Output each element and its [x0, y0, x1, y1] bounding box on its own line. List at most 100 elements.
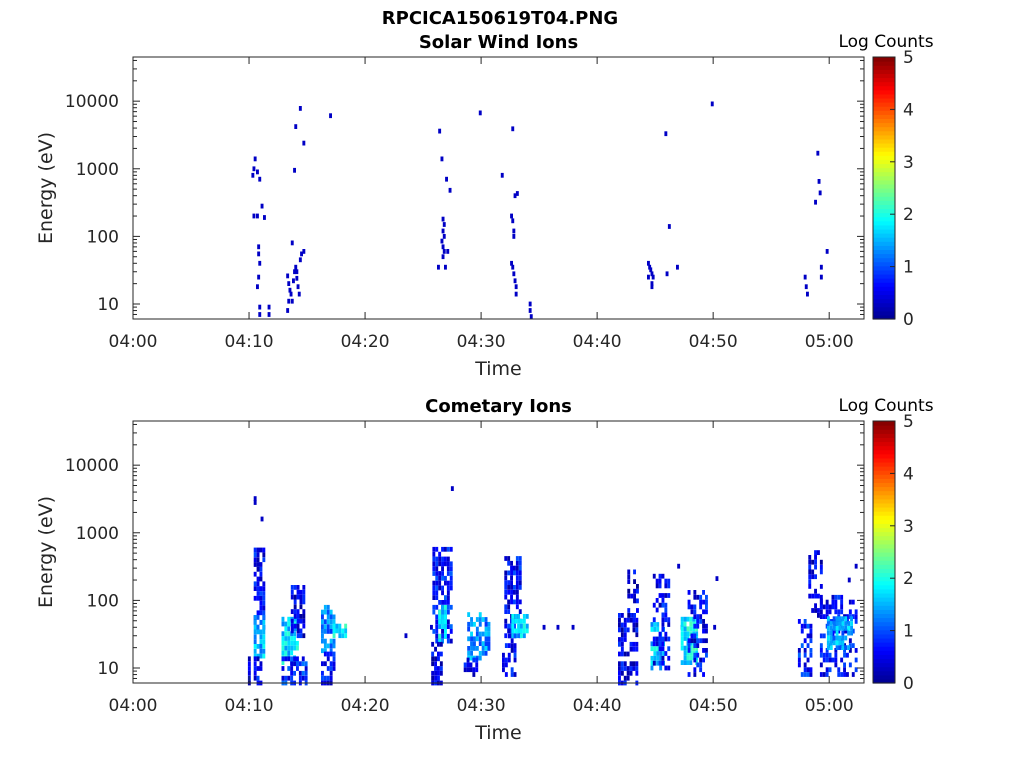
- x-tick-label: 04:30: [457, 696, 506, 716]
- heatmap-cell: [446, 585, 450, 591]
- heatmap-cell: [840, 599, 844, 605]
- heatmap-cell: [683, 660, 687, 665]
- heatmap-cell: [449, 629, 453, 634]
- heatmap-cell: [834, 648, 838, 653]
- heatmap-cell: [680, 621, 684, 627]
- heatmap-cell: [510, 667, 514, 673]
- heatmap-cell: [837, 667, 841, 673]
- heatmap-cell: [302, 609, 306, 614]
- colorbar-segment: [873, 65, 895, 70]
- heatmap-cell: [832, 640, 836, 646]
- heatmap-cell: [626, 670, 630, 676]
- heatmap-cell: [658, 660, 662, 666]
- heatmap-cell: [323, 651, 327, 657]
- heatmap-cell: [290, 645, 294, 651]
- heatmap-cell: [439, 670, 443, 676]
- heatmap-cell: [517, 614, 520, 619]
- heatmap-cell: [705, 638, 708, 644]
- x-tick-label: 04:00: [109, 696, 158, 716]
- heatmap-cell: [513, 193, 517, 199]
- heatmap-cell: [510, 260, 513, 266]
- heatmap-cell: [435, 546, 439, 552]
- heatmap-cell: [321, 624, 324, 629]
- heatmap-cell: [689, 640, 693, 646]
- heatmap-cell: [808, 559, 812, 565]
- panel-title: Solar Wind Ions: [419, 32, 578, 53]
- heatmap-cell: [290, 666, 294, 671]
- heatmap-cell: [661, 660, 665, 666]
- colorbar-segment: [873, 138, 895, 144]
- colorbar-segment: [873, 568, 895, 574]
- heatmap-cell: [438, 609, 442, 615]
- heatmap-cell: [259, 619, 263, 625]
- x-tick-label: 04:00: [109, 332, 158, 352]
- heatmap-cell: [449, 580, 453, 586]
- heatmap-cell: [478, 636, 482, 642]
- heatmap-cell: [296, 666, 299, 671]
- heatmap-cell: [811, 593, 815, 599]
- heatmap-cell: [463, 662, 467, 668]
- heatmap-cell: [623, 622, 627, 628]
- heatmap-cell: [446, 595, 450, 600]
- colorbar-segment: [873, 286, 895, 291]
- heatmap-cell: [517, 618, 520, 624]
- heatmap-cell: [623, 632, 627, 638]
- heatmap-cell: [290, 589, 294, 595]
- heatmap-cell: [627, 569, 631, 575]
- heatmap-cell: [677, 563, 681, 569]
- heatmap-cell: [834, 657, 838, 663]
- heatmap-cell: [484, 621, 488, 627]
- heatmap-cell: [513, 278, 517, 284]
- colorbar-segment: [873, 294, 895, 300]
- heatmap-cell: [806, 623, 810, 629]
- heatmap-cell: [686, 660, 690, 665]
- heatmap-cell: [650, 655, 654, 661]
- heatmap-cell: [633, 598, 636, 604]
- heatmap-cell: [321, 609, 324, 615]
- heatmap-cell: [448, 187, 452, 193]
- heatmap-cell: [510, 594, 513, 600]
- heatmap-cell: [287, 656, 291, 662]
- heatmap-cell: [434, 646, 437, 652]
- heatmap-cell: [341, 628, 345, 634]
- colorbar-segment: [873, 453, 895, 459]
- heatmap-cell: [290, 640, 294, 646]
- heatmap-cell: [618, 627, 621, 633]
- heatmap-cell: [262, 624, 266, 630]
- heatmap-cell: [253, 586, 257, 591]
- colorbar-segment: [873, 134, 895, 140]
- heatmap-cell: [467, 621, 471, 627]
- heatmap-cell: [686, 655, 690, 661]
- heatmap-cell: [635, 670, 639, 676]
- heatmap-cell: [854, 648, 858, 653]
- heatmap-cell: [819, 264, 823, 270]
- heatmap-cell: [841, 616, 845, 622]
- heatmap-cell: [466, 667, 470, 673]
- heatmap-cell: [797, 657, 801, 663]
- heatmap-cell: [705, 599, 708, 605]
- heatmap-cell: [434, 675, 437, 681]
- heatmap-cell: [692, 645, 696, 651]
- heatmap-cell: [835, 645, 839, 650]
- heatmap-cell: [435, 580, 439, 586]
- heatmap-cell: [472, 667, 476, 673]
- heatmap-cell: [299, 628, 303, 634]
- heatmap-cell: [803, 652, 807, 658]
- heatmap-cell: [653, 646, 657, 652]
- heatmap-cell: [329, 619, 333, 625]
- heatmap-cell: [475, 646, 479, 651]
- heatmap-cell: [513, 623, 516, 629]
- heatmap-cell: [284, 626, 288, 632]
- heatmap-cell: [699, 662, 703, 668]
- heatmap-cell: [253, 644, 257, 649]
- heatmap-cell: [444, 614, 447, 620]
- heatmap-cell: [323, 643, 327, 649]
- heatmap-cell: [301, 661, 305, 667]
- heatmap-cell: [338, 628, 342, 634]
- colorbar-tick-label: 5: [903, 412, 914, 432]
- heatmap-cell: [262, 586, 266, 591]
- heatmap-cell: [259, 547, 263, 553]
- heatmap-cell: [284, 675, 288, 681]
- heatmap-cell: [690, 604, 694, 610]
- colorbar-tick-label: 4: [903, 464, 914, 484]
